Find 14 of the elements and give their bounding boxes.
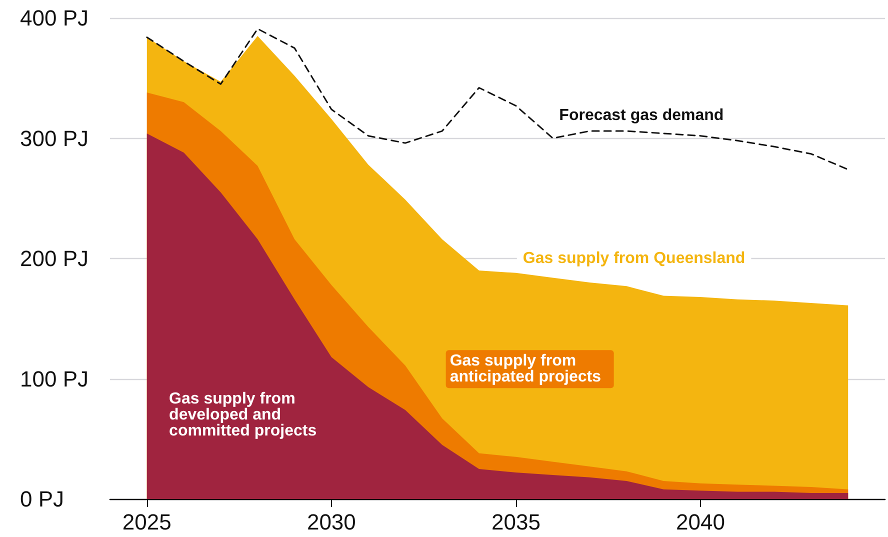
series-label: Gas supply from Queensland	[522, 250, 746, 267]
line-series	[146, 28, 849, 170]
y-tick-label: 400 PJ	[20, 6, 88, 30]
series-label: Gas supply from anticipated projects	[450, 352, 602, 386]
y-tick-label: 200 PJ	[20, 246, 88, 271]
y-tick-label: 0 PJ	[20, 486, 64, 512]
y-tick-label: 300 PJ	[20, 126, 88, 151]
x-tick-label: 2040	[676, 510, 725, 534]
x-tick-label: 2025	[122, 510, 172, 534]
series-label: Forecast gas demand	[559, 106, 724, 124]
x-tick-label: 2035	[491, 510, 540, 534]
y-tick-label: 100 PJ	[20, 366, 88, 392]
series-label: Gas supply from developed and committed projects	[169, 390, 317, 440]
x-tick-label: 2030	[306, 510, 356, 534]
